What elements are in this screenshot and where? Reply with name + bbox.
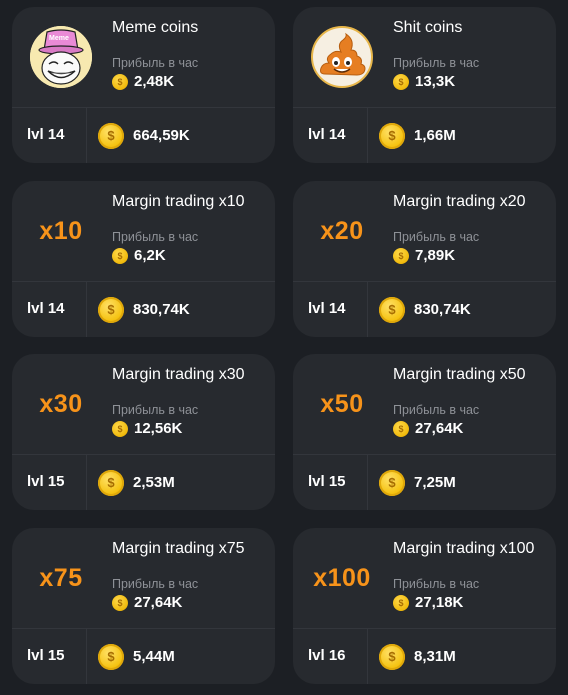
card-meme-coins[interactable]: Meme Meme coins Прибыль в час $ 2,48K lv… xyxy=(12,7,275,163)
upgrade-cost: 7,25M xyxy=(414,474,456,491)
level-label: lvl 15 xyxy=(27,647,65,664)
level-label: lvl 14 xyxy=(27,300,65,317)
level-label: lvl 16 xyxy=(308,647,346,664)
coin-icon: $ xyxy=(379,296,405,323)
card-margin-x75[interactable]: x75 Margin trading x75 Прибыль в час $ 2… xyxy=(12,528,275,684)
coin-icon: $ xyxy=(393,594,409,611)
card-margin-x50[interactable]: x50 Margin trading x50 Прибыль в час $ 2… xyxy=(293,354,556,510)
coin-icon: $ xyxy=(393,247,409,264)
coin-icon: $ xyxy=(112,247,128,264)
card-margin-x30[interactable]: x30 Margin trading x30 Прибыль в час $ 1… xyxy=(12,354,275,510)
upgrade-cost: 8,31M xyxy=(414,648,456,665)
card-title: Margin trading x10 xyxy=(112,193,245,210)
multiplier-label: x100 xyxy=(313,563,371,592)
card-title: Margin trading x30 xyxy=(112,366,245,383)
multiplier-label: x75 xyxy=(39,563,83,592)
card-image: Meme xyxy=(26,21,96,93)
card-title: Meme coins xyxy=(112,19,199,36)
coin-icon: $ xyxy=(98,296,124,323)
card-margin-x20[interactable]: x20 Margin trading x20 Прибыль в час $ 7… xyxy=(293,181,556,337)
coin-icon: $ xyxy=(379,122,405,149)
card-title: Margin trading x100 xyxy=(393,540,535,557)
card-title: Shit coins xyxy=(393,19,463,36)
profit-label: Прибыль в час xyxy=(393,230,480,244)
poop-emoji-icon xyxy=(311,26,373,88)
coin-icon: $ xyxy=(379,643,405,670)
profit-value: 6,2K xyxy=(134,247,166,264)
card-margin-x100[interactable]: x100 Margin trading x100 Прибыль в час $… xyxy=(293,528,556,684)
level-label: lvl 15 xyxy=(308,473,346,490)
meme-badge-text: Meme xyxy=(49,35,69,42)
coin-icon: $ xyxy=(393,73,409,90)
card-title: Margin trading x50 xyxy=(393,366,526,383)
profit-value: 2,48K xyxy=(134,73,175,90)
level-label: lvl 14 xyxy=(308,126,346,143)
coin-icon: $ xyxy=(98,469,124,496)
coin-icon: $ xyxy=(98,122,124,149)
card-title: Margin trading x75 xyxy=(112,540,245,557)
upgrade-cost: 5,44M xyxy=(133,648,175,665)
upgrade-cost: 1,66M xyxy=(414,127,456,144)
coin-icon: $ xyxy=(98,643,124,670)
multiplier-label: x50 xyxy=(320,389,364,418)
profit-value: 7,89K xyxy=(415,247,456,264)
level-label: lvl 15 xyxy=(27,473,65,490)
meme-troll-icon: Meme xyxy=(30,26,92,88)
profit-value: 27,64K xyxy=(134,594,183,611)
profit-label: Прибыль в час xyxy=(112,56,199,70)
coin-icon: $ xyxy=(379,469,405,496)
profit-value: 27,64K xyxy=(415,420,464,437)
card-shit-coins[interactable]: Shit coins Прибыль в час $ 13,3K lvl 14 … xyxy=(293,7,556,163)
profit-label: Прибыль в час xyxy=(393,577,480,591)
coin-icon: $ xyxy=(112,594,128,611)
card-title: Margin trading x20 xyxy=(393,193,526,210)
level-label: lvl 14 xyxy=(27,126,65,143)
coin-icon: $ xyxy=(112,73,128,90)
profit-label: Прибыль в час xyxy=(112,230,199,244)
coin-icon: $ xyxy=(112,420,128,437)
upgrade-cost: 664,59K xyxy=(133,127,190,144)
upgrade-cost: 2,53M xyxy=(133,474,175,491)
upgrade-cost: 830,74K xyxy=(414,301,471,318)
coin-icon: $ xyxy=(393,420,409,437)
profit-value: 27,18K xyxy=(415,594,464,611)
profit-label: Прибыль в час xyxy=(393,56,480,70)
card-image xyxy=(307,21,377,93)
profit-value: 13,3K xyxy=(415,73,456,90)
level-label: lvl 14 xyxy=(308,300,346,317)
upgrade-cost: 830,74K xyxy=(133,301,190,318)
profit-value: 12,56K xyxy=(134,420,183,437)
multiplier-label: x10 xyxy=(39,216,83,245)
profit-label: Прибыль в час xyxy=(112,577,199,591)
card-margin-x10[interactable]: x10 Margin trading x10 Прибыль в час $ 6… xyxy=(12,181,275,337)
profit-label: Прибыль в час xyxy=(393,403,480,417)
multiplier-label: x20 xyxy=(320,216,364,245)
profit-label: Прибыль в час xyxy=(112,403,199,417)
multiplier-label: x30 xyxy=(39,389,83,418)
